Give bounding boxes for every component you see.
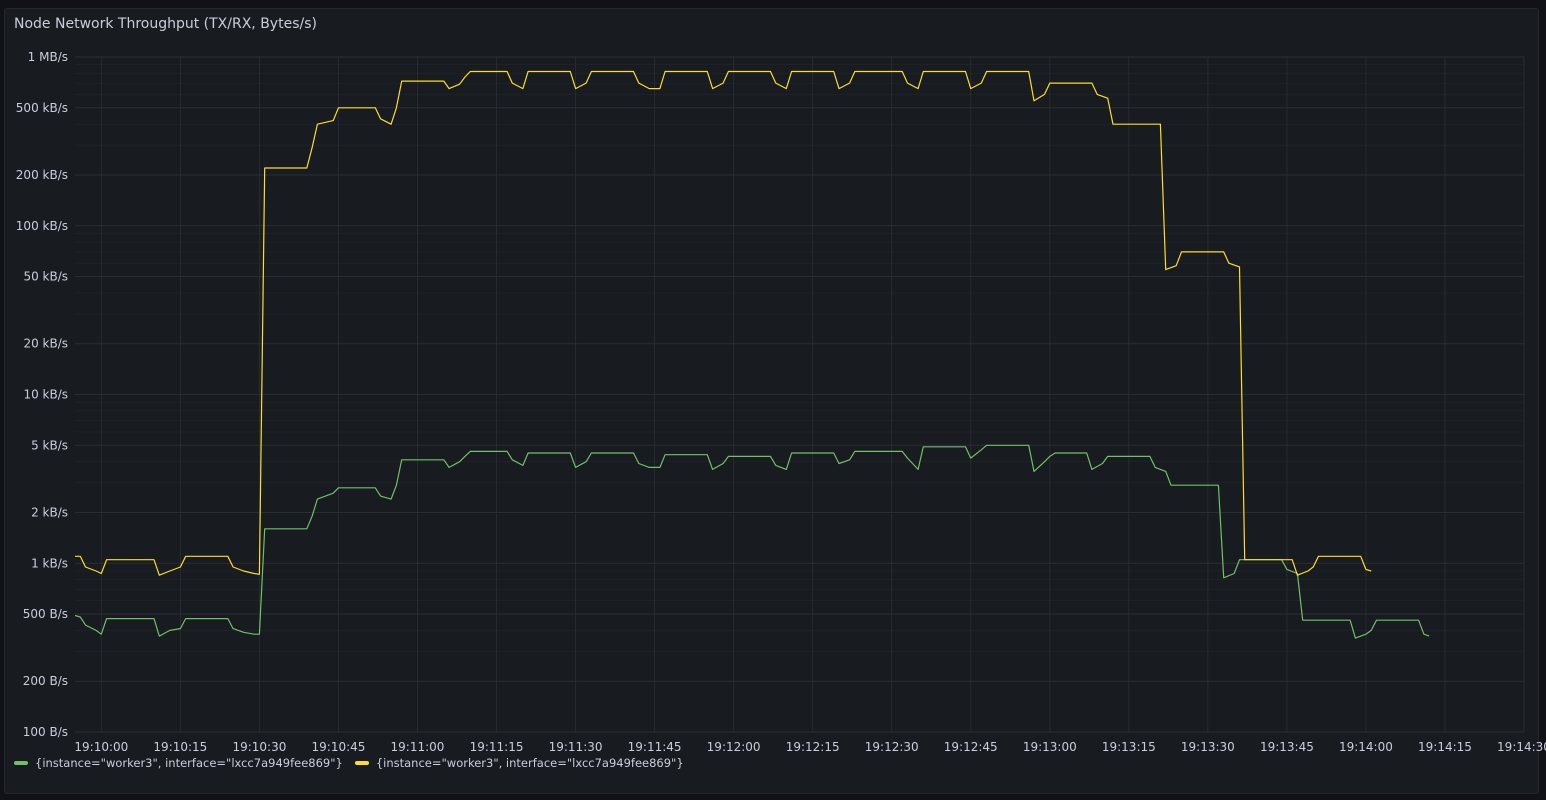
legend-label: {instance="worker3", interface="lxcc7a94…	[35, 756, 343, 770]
y-tick-label: 100 kB/s	[16, 219, 68, 233]
y-tick-label: 500 B/s	[23, 607, 68, 621]
x-tick-label: 19:12:45	[944, 740, 998, 754]
y-tick-label: 500 kB/s	[16, 101, 68, 115]
legend-swatch-green	[14, 761, 28, 765]
x-tick-label: 19:10:15	[153, 740, 207, 754]
x-tick-label: 19:10:00	[74, 740, 128, 754]
x-tick-label: 19:13:30	[1181, 740, 1235, 754]
x-tick-label: 19:11:15	[470, 740, 524, 754]
x-tick-label: 19:14:15	[1418, 740, 1472, 754]
legend-swatch-yellow	[354, 761, 369, 765]
x-tick-label: 19:11:30	[549, 740, 603, 754]
y-tick-label: 1 kB/s	[31, 556, 68, 570]
y-tick-label: 100 B/s	[23, 725, 68, 739]
x-tick-label: 19:12:30	[865, 740, 919, 754]
y-tick-label: 1 MB/s	[28, 50, 68, 64]
x-tick-label: 19:10:30	[232, 740, 286, 754]
x-tick-label: 19:10:45	[312, 740, 366, 754]
x-tick-label: 19:12:00	[707, 740, 761, 754]
series-line-yellow	[75, 70, 1372, 576]
legend-item-yellow[interactable]: {instance="worker3", interface="lxcc7a94…	[354, 756, 684, 770]
legend-label: {instance="worker3", interface="lxcc7a94…	[375, 756, 684, 770]
y-tick-label: 2 kB/s	[31, 505, 68, 519]
series-line-green	[75, 444, 1430, 639]
x-tick-label: 19:13:15	[1102, 740, 1156, 754]
chart-legend: {instance="worker3", interface="lxcc7a94…	[14, 756, 684, 770]
y-tick-label: 200 B/s	[23, 674, 68, 688]
x-tick-label: 19:13:00	[1023, 740, 1077, 754]
y-tick-label: 50 kB/s	[23, 270, 68, 284]
x-tick-label: 19:12:15	[786, 740, 840, 754]
x-tick-label: 19:14:30	[1497, 740, 1546, 754]
legend-item-green[interactable]: {instance="worker3", interface="lxcc7a94…	[14, 756, 343, 770]
y-tick-label: 20 kB/s	[23, 337, 68, 351]
y-tick-label: 10 kB/s	[23, 388, 68, 402]
x-tick-label: 19:11:00	[391, 740, 445, 754]
y-tick-label: 200 kB/s	[16, 168, 68, 182]
x-tick-label: 19:11:45	[628, 740, 682, 754]
panel-title: Node Network Throughput (TX/RX, Bytes/s)	[14, 16, 317, 32]
y-tick-label: 5 kB/s	[31, 438, 68, 452]
x-tick-label: 19:13:45	[1260, 740, 1314, 754]
x-tick-label: 19:14:00	[1339, 740, 1393, 754]
